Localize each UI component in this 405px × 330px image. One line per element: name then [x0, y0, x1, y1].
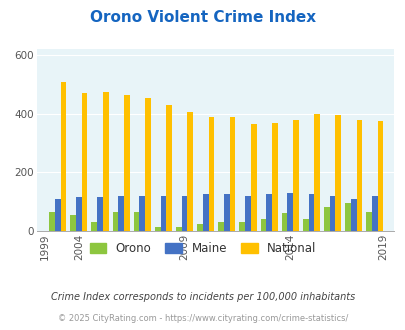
- Bar: [266, 194, 271, 231]
- Bar: [154, 227, 160, 231]
- Bar: [145, 98, 150, 231]
- Bar: [133, 212, 139, 231]
- Bar: [313, 114, 319, 231]
- Bar: [229, 117, 235, 231]
- Text: © 2025 CityRating.com - https://www.cityrating.com/crime-statistics/: © 2025 CityRating.com - https://www.city…: [58, 314, 347, 323]
- Bar: [292, 120, 298, 231]
- Bar: [323, 207, 329, 231]
- Bar: [281, 214, 287, 231]
- Bar: [377, 121, 382, 231]
- Legend: Orono, Maine, National: Orono, Maine, National: [85, 237, 320, 260]
- Bar: [187, 113, 193, 231]
- Bar: [371, 196, 377, 231]
- Bar: [250, 124, 256, 231]
- Bar: [245, 196, 250, 231]
- Bar: [70, 215, 76, 231]
- Bar: [49, 212, 55, 231]
- Bar: [302, 219, 308, 231]
- Bar: [208, 117, 214, 231]
- Bar: [356, 120, 361, 231]
- Bar: [97, 197, 102, 231]
- Bar: [218, 222, 224, 231]
- Bar: [55, 199, 60, 231]
- Bar: [124, 95, 129, 231]
- Bar: [202, 194, 208, 231]
- Text: Crime Index corresponds to incidents per 100,000 inhabitants: Crime Index corresponds to incidents per…: [51, 292, 354, 302]
- Bar: [181, 196, 187, 231]
- Bar: [196, 224, 202, 231]
- Bar: [344, 203, 350, 231]
- Bar: [102, 92, 108, 231]
- Bar: [308, 194, 313, 231]
- Bar: [175, 227, 181, 231]
- Bar: [224, 194, 229, 231]
- Bar: [335, 115, 340, 231]
- Bar: [287, 193, 292, 231]
- Bar: [365, 212, 371, 231]
- Bar: [350, 199, 356, 231]
- Bar: [118, 196, 124, 231]
- Bar: [166, 105, 172, 231]
- Bar: [271, 123, 277, 231]
- Bar: [260, 219, 266, 231]
- Bar: [329, 196, 335, 231]
- Bar: [139, 196, 145, 231]
- Bar: [81, 93, 87, 231]
- Bar: [76, 197, 81, 231]
- Bar: [91, 222, 97, 231]
- Text: Orono Violent Crime Index: Orono Violent Crime Index: [90, 10, 315, 25]
- Bar: [239, 222, 245, 231]
- Bar: [160, 196, 166, 231]
- Bar: [112, 212, 118, 231]
- Bar: [60, 82, 66, 231]
